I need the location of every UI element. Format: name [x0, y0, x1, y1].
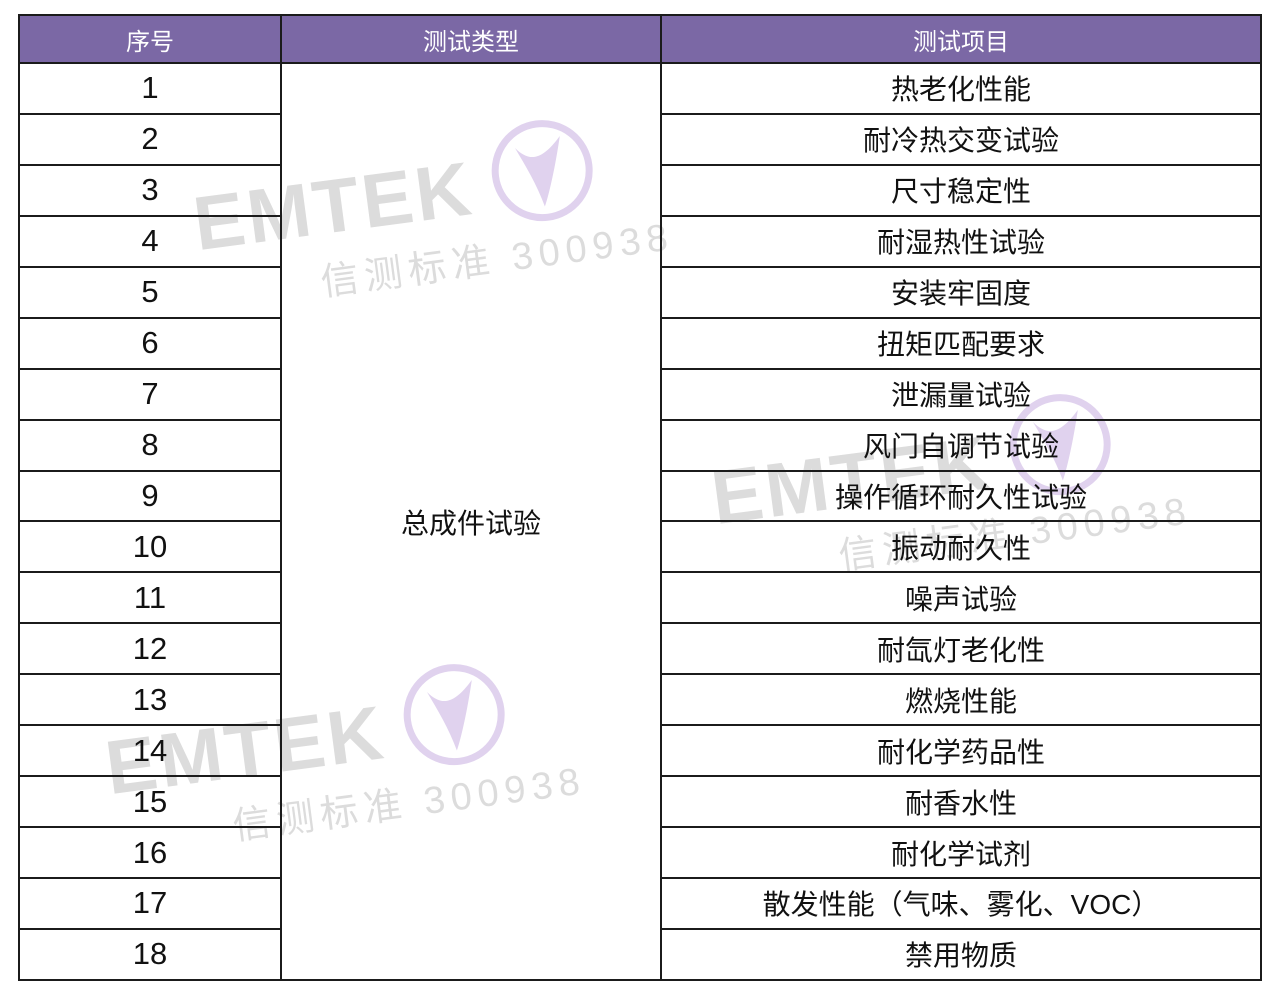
test-type-merged-cell: 总成件试验 — [400, 507, 541, 539]
row-number: 2 — [20, 115, 280, 166]
test-item: 耐香水性 — [662, 777, 1260, 829]
test-item: 耐冷热交变试验 — [662, 115, 1260, 166]
row-number: 16 — [20, 828, 280, 879]
column-test-type: 测试类型 总成件试验 — [282, 16, 662, 979]
column-test-item: 测试项目 热老化性能 耐冷热交变试验 尺寸稳定性 耐湿热性试验 安装牢固度 扭矩… — [662, 16, 1260, 979]
test-item: 操作循环耐久性试验 — [662, 472, 1260, 523]
row-number: 1 — [20, 64, 280, 115]
row-number: 14 — [20, 726, 280, 778]
column-header-test-item: 测试项目 — [662, 16, 1260, 64]
test-item: 扭矩匹配要求 — [662, 319, 1260, 370]
test-item: 禁用物质 — [904, 940, 1017, 972]
row-number: 15 — [20, 777, 280, 829]
test-item: 热老化性能 — [662, 64, 1260, 115]
row-number: 18 — [132, 936, 168, 972]
test-item: 耐化学药品性 — [662, 726, 1260, 778]
row-number: 7 — [20, 370, 280, 421]
row-number: 5 — [20, 268, 280, 319]
column-header-test-type: 测试类型 — [282, 16, 660, 64]
test-item: 燃烧性能 — [662, 675, 1260, 727]
column-serial-number: 序号 1 2 3 4 5 6 7 8 9 10 11 12 13 14 15 1… — [20, 16, 282, 979]
row-number: 12 — [20, 624, 280, 676]
row-number: 13 — [20, 675, 280, 727]
test-item: 振动耐久性 — [662, 522, 1260, 574]
test-item: 尺寸稳定性 — [662, 166, 1260, 217]
row-number: 10 — [20, 522, 280, 574]
test-item: 耐化学试剂 — [662, 828, 1260, 879]
row-number: 11 — [20, 573, 280, 625]
row-number: 8 — [20, 421, 280, 472]
test-item: 噪声试验 — [662, 573, 1260, 625]
row-number: 4 — [20, 217, 280, 268]
row-number: 3 — [20, 166, 280, 217]
test-item: 耐湿热性试验 — [662, 217, 1260, 268]
test-item: 安装牢固度 — [662, 268, 1260, 319]
test-item: 泄漏量试验 — [662, 370, 1260, 421]
test-item: 散发性能（气味、雾化、VOC） — [662, 879, 1260, 930]
test-item: 风门自调节试验 — [662, 421, 1260, 472]
row-number: 17 — [20, 879, 280, 930]
row-number: 9 — [20, 472, 280, 523]
column-header-serial: 序号 — [20, 16, 280, 64]
test-items-table: EMTEK 信测标准 300938 EMTEK 信测标准 300938 EMTE… — [18, 14, 1262, 981]
row-number: 6 — [20, 319, 280, 370]
table-grid: 序号 1 2 3 4 5 6 7 8 9 10 11 12 13 14 15 1… — [18, 14, 1262, 981]
test-item: 耐氙灯老化性 — [662, 624, 1260, 676]
